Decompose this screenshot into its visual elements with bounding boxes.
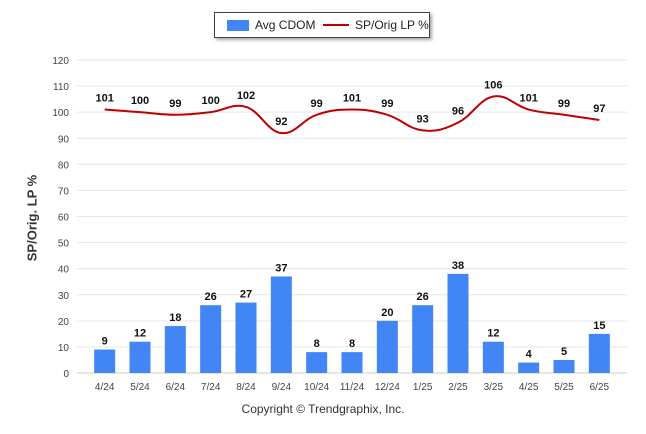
y-axis-ticks: 0 10 20 30 40 50 60 70 80 90 100 110 120 <box>52 56 69 380</box>
bar <box>518 362 540 373</box>
x-tick-label: 6/25 <box>590 382 610 393</box>
bar-value-label: 27 <box>240 289 252 301</box>
line-value-label: 93 <box>417 113 429 125</box>
line-value-label: 99 <box>558 98 570 110</box>
y-tick-label: 60 <box>58 213 70 224</box>
legend-label-line: SP/Orig LP % <box>355 18 429 32</box>
x-axis-ticks: 4/24 5/24 6/24 7/24 8/24 9/24 10/24 11/24 12/24 1… <box>95 382 610 393</box>
x-tick-label: 12/24 <box>375 382 400 393</box>
x-tick-label: 10/24 <box>304 382 329 393</box>
legend: Avg CDOM SP/Orig LP % <box>214 12 430 38</box>
bar-value-label: 5 <box>561 346 567 358</box>
line-value-label: 100 <box>201 95 219 107</box>
bar <box>200 305 222 373</box>
y-tick-label: 50 <box>58 239 70 250</box>
x-tick-label: 5/24 <box>130 382 150 393</box>
line-data-labels: 101 100 99 100 102 92 99 101 99 93 96 106 101 99 97 <box>95 80 605 129</box>
line-value-label: 97 <box>593 103 605 115</box>
bar <box>164 326 186 373</box>
bar-value-label: 9 <box>102 336 108 348</box>
bar-value-label: 18 <box>169 312 181 324</box>
y-tick-label: 40 <box>58 265 70 276</box>
x-tick-label: 2/25 <box>448 382 468 393</box>
line-value-label: 99 <box>311 98 323 110</box>
y-tick-label: 80 <box>58 160 70 171</box>
bar-value-label: 20 <box>381 307 393 319</box>
bar <box>129 341 151 373</box>
line-series <box>104 95 600 135</box>
bar <box>94 349 116 373</box>
line-value-label: 96 <box>452 106 464 118</box>
gridlines <box>77 59 627 374</box>
x-tick-label: 6/24 <box>166 382 186 393</box>
bar <box>482 341 504 373</box>
bar-value-label: 15 <box>593 320 605 332</box>
line-value-label: 101 <box>343 93 361 105</box>
bar <box>235 302 257 373</box>
x-tick-label: 7/24 <box>201 382 221 393</box>
bar-value-label: 12 <box>487 328 499 340</box>
x-tick-label: 4/25 <box>519 382 539 393</box>
bar-value-label: 37 <box>275 262 287 274</box>
line-value-label: 99 <box>169 98 181 110</box>
line-value-label: 106 <box>484 80 502 92</box>
bar-value-label: 26 <box>417 291 429 303</box>
y-tick-label: 0 <box>63 369 69 380</box>
y-tick-label: 20 <box>58 317 70 328</box>
y-tick-label: 70 <box>58 186 70 197</box>
legend-label-bar: Avg CDOM <box>255 18 316 32</box>
y-tick-label: 100 <box>52 108 69 119</box>
line-value-label: 101 <box>519 93 537 105</box>
line-value-label: 100 <box>131 95 149 107</box>
bar-value-label: 8 <box>314 338 320 350</box>
x-tick-label: 4/24 <box>95 382 115 393</box>
y-axis-label: SP/Orig. LP % <box>24 174 40 262</box>
legend-swatch-bar <box>227 19 249 31</box>
line-value-label: 101 <box>95 93 113 105</box>
bar-value-label: 4 <box>526 349 533 361</box>
y-tick-label: 110 <box>53 82 69 93</box>
line-value-label: 102 <box>237 90 255 102</box>
bar <box>588 333 610 373</box>
bar-series <box>94 273 610 373</box>
legend-swatch-line <box>323 24 349 26</box>
series-line <box>104 95 600 135</box>
x-tick-label: 8/24 <box>236 382 256 393</box>
y-tick-label: 90 <box>58 134 70 145</box>
bar <box>376 320 398 373</box>
legend-item-line[interactable]: SP/Orig LP % <box>323 18 429 32</box>
bar <box>447 273 469 373</box>
copyright-text: Copyright © Trendgraphix, Inc. <box>241 402 405 416</box>
bar <box>412 305 434 373</box>
x-tick-label: 5/25 <box>554 382 574 393</box>
bar <box>270 276 292 373</box>
bar-data-labels: 9 12 18 26 27 37 8 8 20 26 38 12 4 5 15 <box>102 260 606 361</box>
legend-item-bar[interactable]: Avg CDOM <box>227 18 315 32</box>
bar-value-label: 12 <box>134 328 146 340</box>
line-value-label: 99 <box>381 98 393 110</box>
x-tick-label: 9/24 <box>272 382 292 393</box>
x-tick-label: 3/25 <box>484 382 504 393</box>
bar <box>553 359 575 373</box>
line-value-label: 92 <box>275 116 287 128</box>
bar <box>306 352 328 373</box>
y-tick-label: 30 <box>58 291 70 302</box>
x-tick-label: 11/24 <box>340 382 365 393</box>
bar-value-label: 38 <box>452 260 464 272</box>
y-tick-label: 10 <box>58 343 70 354</box>
x-tick-label: 1/25 <box>413 382 433 393</box>
bar-value-label: 26 <box>205 291 217 303</box>
bar <box>341 352 363 373</box>
y-tick-label: 120 <box>52 56 69 67</box>
bar-value-label: 8 <box>349 338 355 350</box>
